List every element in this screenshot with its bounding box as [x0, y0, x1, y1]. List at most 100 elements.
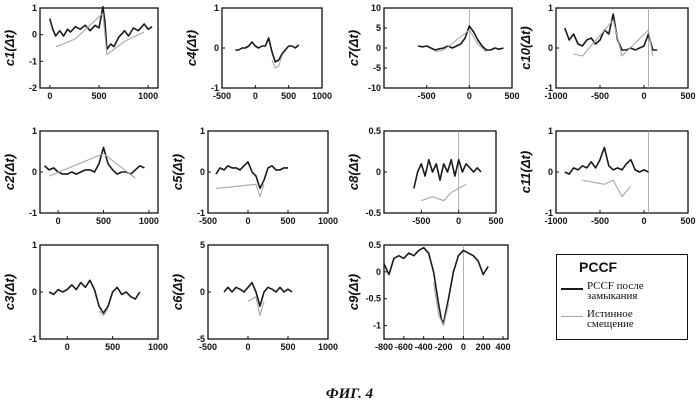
y-axis-label: c11(Δt) [518, 151, 533, 193]
plot-frame [208, 245, 328, 339]
subplot-5: 05001000-101c2(Δt) [2, 126, 159, 226]
legend-swatch-true-shift [561, 316, 583, 317]
y-tick-label: 1 [214, 3, 219, 13]
x-tick-label: 400 [496, 342, 511, 352]
y-tick-label: -5 [197, 334, 205, 344]
x-tick-label: 1000 [318, 216, 338, 226]
legend-label-true-shift: Истинное смещение [587, 309, 667, 329]
plot-frame [40, 8, 158, 88]
y-tick-label: -5 [373, 63, 381, 73]
legend-swatch-pccf [561, 288, 583, 290]
x-tick-label: -500 [412, 216, 430, 226]
y-tick-label: -1 [373, 321, 381, 331]
y-tick-label: 0 [376, 267, 381, 277]
x-tick-label: 500 [281, 91, 296, 101]
x-tick-label: -800 [375, 342, 393, 352]
plot-frame [222, 8, 322, 88]
subplot-4: -1000-5000500-101c10(Δt) [518, 3, 696, 101]
subplot-2: -50005001000-101c4(Δt) [184, 3, 332, 101]
legend-item-pccf: PCCF после замыкания [561, 281, 683, 301]
figure-caption: ФИГ. 4 [0, 386, 699, 403]
x-tick-label: -200 [435, 342, 453, 352]
y-axis-label: c10(Δt) [518, 26, 533, 69]
subplot-10: -50005001000-505c6(Δt) [170, 240, 338, 352]
y-tick-label: 0.5 [368, 126, 381, 136]
x-tick-label: 0 [456, 216, 461, 226]
y-tick-label: -1 [211, 83, 219, 93]
x-tick-label: 0 [56, 216, 61, 226]
plot-frame [384, 131, 496, 213]
y-tick-label: 0 [200, 287, 205, 297]
y-tick-label: 0 [32, 287, 37, 297]
x-tick-label: 0 [245, 342, 250, 352]
x-tick-label: 500 [680, 91, 695, 101]
y-axis-label: c1(Δt) [2, 30, 17, 66]
x-tick-label: 500 [96, 216, 111, 226]
legend-item-true-shift: Истинное смещение [561, 309, 667, 329]
legend-title: PCCF [579, 259, 617, 275]
y-tick-label: 0 [376, 167, 381, 177]
y-axis-label: c7(Δt) [346, 30, 361, 66]
x-tick-label: 500 [91, 91, 106, 101]
subplot-1: 0 500 1000 -2 -1 0 1 c1(Δt) [2, 3, 158, 101]
plot-frame [384, 245, 508, 339]
subplot-7: -500 0 500 -0.5 0 0.5 c8(Δt) [346, 126, 504, 226]
plot-frame [556, 131, 688, 213]
y-tick-label: 0.5 [368, 240, 381, 250]
subplot-9: 05001000-101c3(Δt) [2, 240, 168, 352]
y-tick-label: 1 [200, 126, 205, 136]
x-tick-label: 500 [105, 342, 120, 352]
subplot-3: -5000500-10-50510c7(Δt) [346, 3, 520, 101]
x-tick-label: 0 [641, 91, 646, 101]
x-tick-label: 0 [65, 342, 70, 352]
x-tick-label: -500 [591, 216, 609, 226]
y-axis-label: c5(Δt) [170, 154, 185, 190]
y-tick-label: 0 [214, 43, 219, 53]
plot-frame [208, 131, 328, 213]
subplot-8: -1000-5000500-101c11(Δt) [518, 126, 696, 226]
y-tick-label: -2 [29, 83, 37, 93]
y-axis-label: c4(Δt) [184, 30, 199, 66]
x-tick-label: 1000 [138, 91, 158, 101]
plot-frame [556, 8, 688, 88]
x-tick-label: 1000 [312, 91, 332, 101]
plot-frame [384, 8, 512, 88]
y-tick-label: 10 [371, 3, 381, 13]
x-tick-label: -500 [418, 91, 436, 101]
plot-frame [40, 245, 158, 339]
y-tick-label: -0.5 [365, 208, 381, 218]
y-tick-label: 1 [32, 3, 37, 13]
x-tick-label: -400 [415, 342, 433, 352]
x-tick-label: 500 [280, 216, 295, 226]
y-tick-label: -1 [29, 334, 37, 344]
x-tick-label: 500 [488, 216, 503, 226]
y-tick-label: 0 [32, 30, 37, 40]
y-tick-label: -1 [29, 208, 37, 218]
y-tick-label: -1 [545, 83, 553, 93]
subplot-11: -800-600-400-2000200400-1-0.500.5c9(Δt) [346, 240, 511, 352]
x-tick-label: 1000 [139, 216, 159, 226]
y-tick-label: 1 [32, 240, 37, 250]
y-axis-label: c6(Δt) [170, 274, 185, 310]
x-tick-label: 0 [467, 91, 472, 101]
y-tick-label: 0 [32, 167, 37, 177]
y-tick-label: 0 [376, 43, 381, 53]
x-tick-label: -500 [591, 91, 609, 101]
x-tick-label: 500 [504, 91, 519, 101]
y-axis-label: c2(Δt) [2, 154, 17, 190]
y-axis-label: c9(Δt) [346, 274, 361, 310]
y-tick-label: 1 [548, 126, 553, 136]
y-axis-label: c8(Δt) [346, 154, 361, 190]
x-tick-label: 200 [476, 342, 491, 352]
y-tick-label: -1 [29, 56, 37, 66]
x-tick-label: 500 [280, 342, 295, 352]
y-tick-label: 1 [548, 3, 553, 13]
x-tick-label: 0 [47, 91, 52, 101]
x-tick-label: 1000 [318, 342, 338, 352]
legend: PCCF PCCF после замыкания Истинное смеще… [556, 254, 688, 340]
y-tick-label: -1 [197, 208, 205, 218]
y-tick-label: 5 [376, 23, 381, 33]
y-tick-label: 0 [548, 43, 553, 53]
x-tick-label: -600 [395, 342, 413, 352]
